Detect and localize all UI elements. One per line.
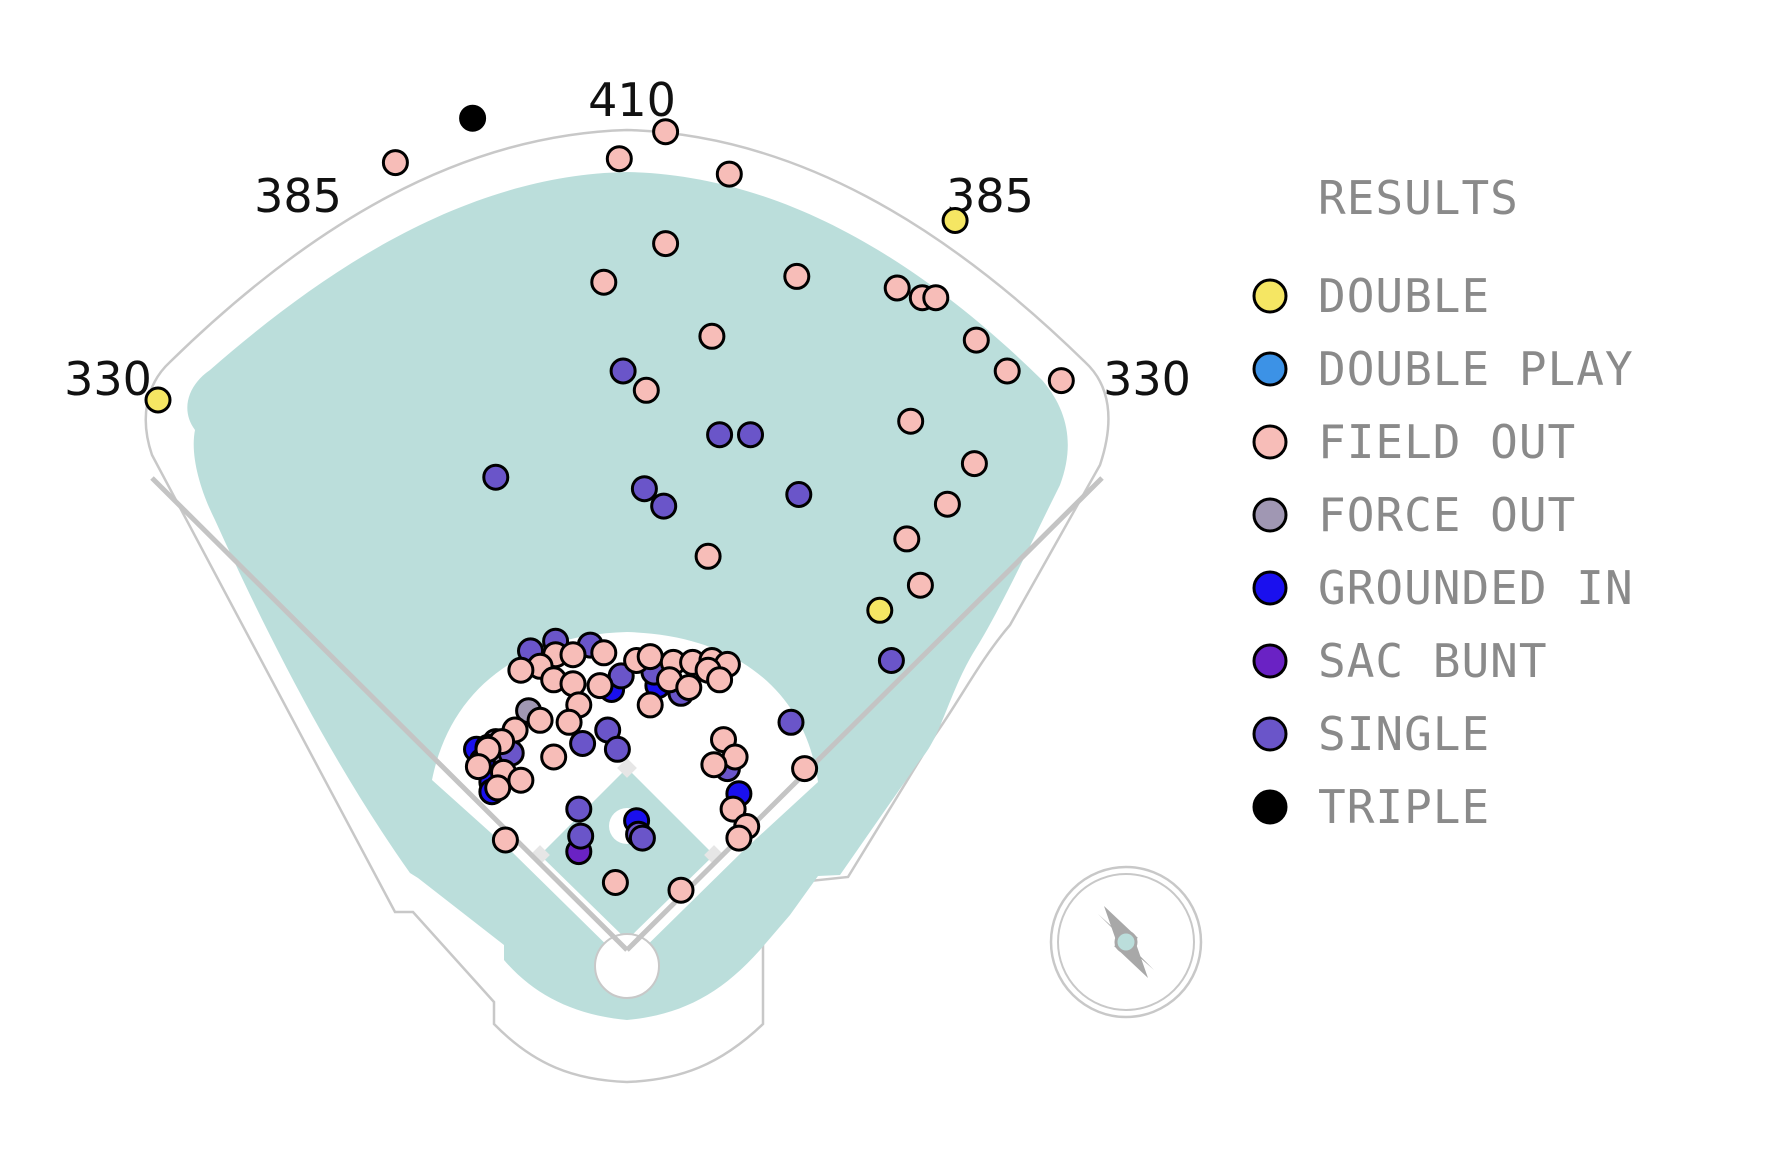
hit-point-field-out — [559, 641, 587, 669]
hit-point-single — [777, 708, 805, 736]
hit-point-field-out — [700, 751, 728, 779]
hit-point-single — [565, 795, 593, 823]
hit-point-field-out — [540, 743, 568, 771]
hit-point-single — [785, 481, 813, 508]
compass-icon — [1049, 865, 1203, 1019]
legend-label: SAC BUNT — [1318, 634, 1548, 688]
fence-distance-label: 330 — [64, 352, 152, 406]
hit-point-field-out — [706, 666, 734, 694]
legend-label: FIELD OUT — [1318, 415, 1576, 469]
hit-point-single — [706, 421, 734, 449]
hit-point-field-out — [652, 230, 680, 258]
hit-point-field-out — [719, 795, 747, 823]
hit-point-field-out — [667, 876, 695, 904]
legend-marker — [1252, 643, 1288, 679]
hit-point-field-out — [993, 357, 1021, 385]
hit-point-field-out — [586, 672, 614, 700]
hit-point-triple — [459, 104, 487, 132]
outfield-grass — [187, 172, 1068, 1020]
hit-point-single — [603, 735, 631, 763]
right-foul-line — [625, 476, 1104, 952]
legend-marker — [1252, 789, 1288, 825]
hit-point-field-out — [636, 643, 664, 671]
legend-marker — [1252, 716, 1288, 752]
legend-marker — [1252, 278, 1288, 314]
hit-point-field-out — [906, 571, 934, 599]
hit-point-field-out — [698, 322, 726, 350]
legend-label: DOUBLE — [1318, 269, 1490, 323]
hit-point-field-out — [590, 268, 618, 296]
hit-point-double — [941, 207, 969, 234]
hit-point-single — [737, 421, 764, 449]
outer-wall — [144, 128, 1110, 1084]
hit-point-field-out — [883, 274, 911, 302]
home-plate-area — [594, 933, 660, 999]
legend-label: GROUNDED IN — [1318, 561, 1634, 615]
hit-point-field-out — [783, 262, 811, 290]
hit-point-field-out — [962, 326, 990, 354]
hit-point-field-out — [933, 490, 961, 518]
hit-point-single — [482, 463, 510, 491]
hit-point-single — [630, 475, 658, 503]
hit-point-field-out — [507, 656, 535, 684]
ballpark-field — [144, 128, 1110, 1084]
hit-point-single — [609, 357, 637, 385]
hit-point-field-out — [694, 542, 722, 570]
legend-label: FORCE OUT — [1318, 488, 1576, 542]
fence-distance-label: 410 — [588, 73, 676, 127]
hit-point-field-out — [1047, 367, 1075, 395]
fence-distance-label: 385 — [254, 169, 342, 223]
hit-point-field-out — [381, 149, 409, 177]
hit-point-field-out — [715, 160, 743, 188]
hit-point-field-out — [791, 755, 819, 783]
hit-point-field-out — [484, 774, 512, 802]
hit-point-single — [567, 822, 595, 850]
legend: RESULTS DOUBLE DOUBLE PLAY FIELD OUT FORCE O… — [1252, 171, 1634, 834]
hit-point-field-out — [675, 674, 703, 701]
hit-point-double — [144, 386, 172, 414]
hit-point-field-out — [632, 376, 660, 404]
legend-label: TRIPLE — [1318, 780, 1490, 834]
hit-point-field-out — [555, 708, 583, 736]
hit-point-field-out — [960, 450, 988, 478]
legend-label: SINGLE — [1318, 707, 1490, 761]
left-foul-line — [150, 476, 629, 952]
fence-distance-label: 330 — [1103, 352, 1191, 406]
hit-point-field-out — [922, 284, 950, 312]
hit-point-field-out — [605, 145, 633, 173]
hit-point-single — [569, 730, 597, 757]
legend-marker — [1252, 570, 1288, 606]
hit-point-field-out — [464, 753, 492, 781]
hit-point-field-out — [590, 639, 618, 667]
hit-point-field-out — [652, 118, 680, 146]
hit-point-field-out — [507, 766, 535, 794]
legend-label: DOUBLE PLAY — [1318, 342, 1634, 396]
hit-point-field-out — [491, 826, 519, 854]
hit-point-field-out — [725, 824, 753, 852]
hit-point-single — [877, 647, 905, 674]
hit-point-field-out — [526, 706, 554, 734]
hit-point-field-out — [897, 407, 925, 435]
hit-point-field-out — [893, 525, 921, 553]
legend-title: RESULTS — [1318, 171, 1519, 225]
hit-point-single — [650, 492, 678, 520]
legend-marker — [1252, 351, 1288, 387]
hit-point-single — [628, 824, 656, 852]
batted-ball-points — [144, 104, 1075, 904]
hit-point-field-out — [601, 869, 629, 896]
base-2 — [617, 758, 637, 778]
legend-marker — [1252, 497, 1288, 533]
hit-point-field-out — [636, 691, 664, 719]
legend-marker — [1252, 424, 1288, 460]
hit-point-double — [866, 596, 894, 624]
